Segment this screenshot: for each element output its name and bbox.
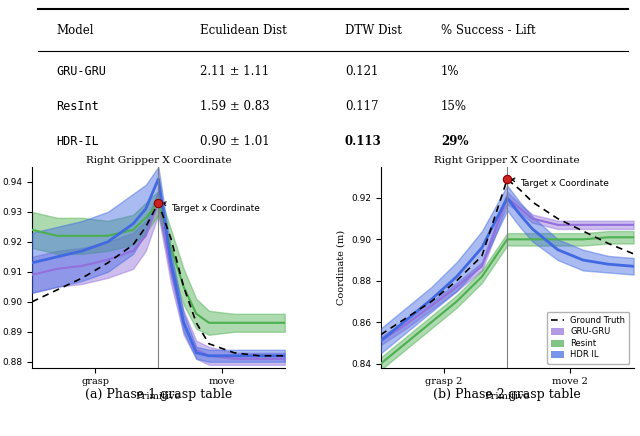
X-axis label: Primitive: Primitive: [136, 392, 181, 401]
Text: Eculidean Dist: Eculidean Dist: [200, 24, 287, 37]
X-axis label: Primitive: Primitive: [484, 392, 530, 401]
Title: Right Gripper X Coordinate: Right Gripper X Coordinate: [86, 156, 231, 165]
Text: (b) Phase 2 grasp table: (b) Phase 2 grasp table: [433, 388, 581, 401]
Text: 2.11 ± 1.11: 2.11 ± 1.11: [200, 65, 269, 78]
Text: Target x Coordinate: Target x Coordinate: [511, 178, 609, 188]
Text: % Success - Lift: % Success - Lift: [441, 24, 536, 37]
Text: (a) Phase 1 grasp table: (a) Phase 1 grasp table: [84, 388, 232, 401]
Text: 29%: 29%: [441, 135, 468, 148]
Text: Target x Coordinate: Target x Coordinate: [163, 202, 260, 213]
Text: ResInt: ResInt: [56, 100, 99, 113]
Text: 1.59 ± 0.83: 1.59 ± 0.83: [200, 100, 270, 113]
Y-axis label: Coordinate (m): Coordinate (m): [337, 230, 346, 305]
Text: DTW Dist: DTW Dist: [345, 24, 402, 37]
Legend: Ground Truth, GRU-GRU, Resint, HDR IL: Ground Truth, GRU-GRU, Resint, HDR IL: [547, 312, 629, 364]
Text: 1%: 1%: [441, 65, 460, 78]
Text: 0.113: 0.113: [345, 135, 381, 148]
Text: GRU-GRU: GRU-GRU: [56, 65, 106, 78]
Text: HDR-IL: HDR-IL: [56, 135, 99, 148]
Text: 0.90 ± 1.01: 0.90 ± 1.01: [200, 135, 270, 148]
Title: Right Gripper X Coordinate: Right Gripper X Coordinate: [435, 156, 580, 165]
Text: 0.117: 0.117: [345, 100, 378, 113]
Text: 15%: 15%: [441, 100, 467, 113]
Text: 0.121: 0.121: [345, 65, 378, 78]
Text: Model: Model: [56, 24, 93, 37]
